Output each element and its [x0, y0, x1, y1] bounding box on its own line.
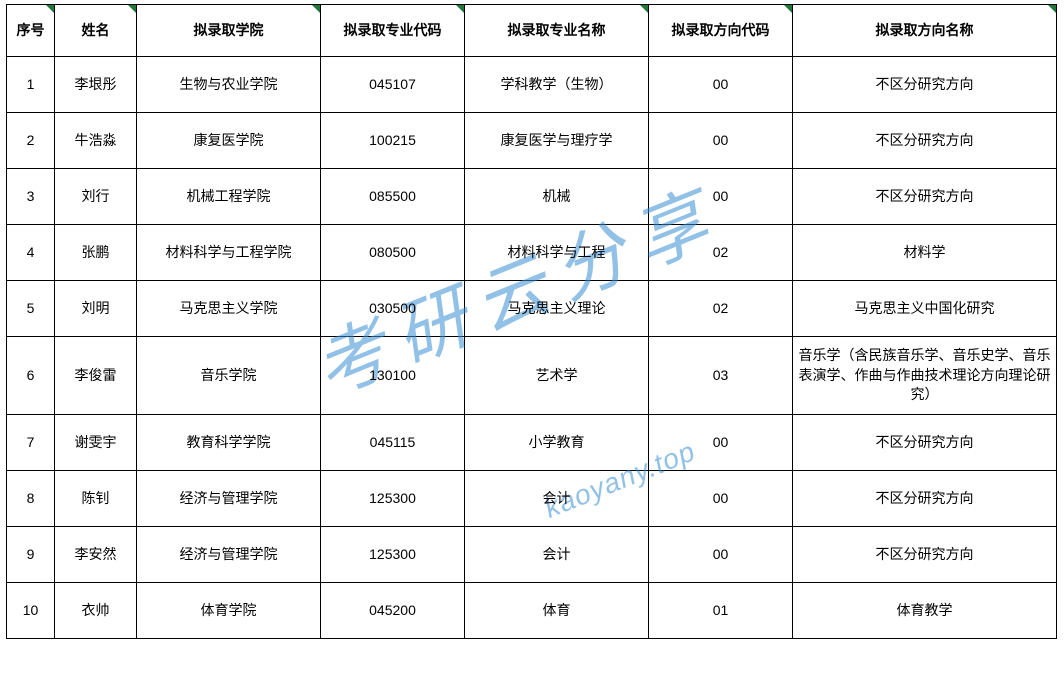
cell-mjn: 艺术学: [465, 337, 649, 415]
cell-dirc: 00: [649, 527, 793, 583]
table-row: 10衣帅体育学院045200体育01体育教学: [7, 583, 1057, 639]
cell-dirc: 00: [649, 169, 793, 225]
cell-dirn: 马克思主义中国化研究: [793, 281, 1057, 337]
cell-dirn: 体育教学: [793, 583, 1057, 639]
cell-seq: 6: [7, 337, 55, 415]
cell-dirc: 02: [649, 281, 793, 337]
table-row: 1李垠彤生物与农业学院045107学科教学（生物）00不区分研究方向: [7, 57, 1057, 113]
cell-dirc: 00: [649, 415, 793, 471]
cell-dirn: 不区分研究方向: [793, 527, 1057, 583]
cell-dirc: 00: [649, 57, 793, 113]
cell-mjn: 机械: [465, 169, 649, 225]
cell-seq: 2: [7, 113, 55, 169]
cell-coll: 音乐学院: [137, 337, 321, 415]
cell-name: 衣帅: [55, 583, 137, 639]
table-row: 9李安然经济与管理学院125300会计00不区分研究方向: [7, 527, 1057, 583]
cell-name: 刘明: [55, 281, 137, 337]
cell-seq: 10: [7, 583, 55, 639]
cell-coll: 经济与管理学院: [137, 527, 321, 583]
cell-mjn: 学科教学（生物）: [465, 57, 649, 113]
cell-coll: 教育科学学院: [137, 415, 321, 471]
cell-mjc: 030500: [321, 281, 465, 337]
cell-coll: 康复医学院: [137, 113, 321, 169]
cell-mjn: 小学教育: [465, 415, 649, 471]
cell-dirn: 材料学: [793, 225, 1057, 281]
cell-dirc: 00: [649, 471, 793, 527]
cell-dirn: 不区分研究方向: [793, 169, 1057, 225]
table-row: 7谢雯宇教育科学学院045115小学教育00不区分研究方向: [7, 415, 1057, 471]
cell-coll: 机械工程学院: [137, 169, 321, 225]
cell-coll: 马克思主义学院: [137, 281, 321, 337]
cell-name: 陈钊: [55, 471, 137, 527]
cell-mjc: 130100: [321, 337, 465, 415]
cell-dirc: 01: [649, 583, 793, 639]
cell-mjn: 会计: [465, 527, 649, 583]
cell-seq: 5: [7, 281, 55, 337]
cell-mjc: 045107: [321, 57, 465, 113]
col-header-dirn: 拟录取方向名称: [793, 5, 1057, 57]
cell-dirc: 00: [649, 113, 793, 169]
cell-coll: 体育学院: [137, 583, 321, 639]
cell-name: 李安然: [55, 527, 137, 583]
cell-mjn: 康复医学与理疗学: [465, 113, 649, 169]
cell-seq: 1: [7, 57, 55, 113]
cell-name: 李俊雷: [55, 337, 137, 415]
cell-seq: 8: [7, 471, 55, 527]
cell-mjc: 125300: [321, 471, 465, 527]
cell-dirn: 不区分研究方向: [793, 113, 1057, 169]
cell-mjc: 080500: [321, 225, 465, 281]
cell-mjc: 045200: [321, 583, 465, 639]
col-header-seq: 序号: [7, 5, 55, 57]
table-row: 3刘行机械工程学院085500机械00不区分研究方向: [7, 169, 1057, 225]
table-row: 6李俊雷音乐学院130100艺术学03音乐学（含民族音乐学、音乐史学、音乐表演学…: [7, 337, 1057, 415]
cell-mjc: 100215: [321, 113, 465, 169]
cell-mjn: 体育: [465, 583, 649, 639]
cell-seq: 9: [7, 527, 55, 583]
cell-dirn: 不区分研究方向: [793, 415, 1057, 471]
cell-coll: 生物与农业学院: [137, 57, 321, 113]
cell-mjc: 085500: [321, 169, 465, 225]
cell-dirn: 音乐学（含民族音乐学、音乐史学、音乐表演学、作曲与作曲技术理论方向理论研究）: [793, 337, 1057, 415]
cell-name: 刘行: [55, 169, 137, 225]
cell-dirn: 不区分研究方向: [793, 471, 1057, 527]
table-row: 2牛浩淼康复医学院100215康复医学与理疗学00不区分研究方向: [7, 113, 1057, 169]
cell-dirc: 03: [649, 337, 793, 415]
cell-coll: 材料科学与工程学院: [137, 225, 321, 281]
table-row: 8陈钊经济与管理学院125300会计00不区分研究方向: [7, 471, 1057, 527]
cell-seq: 7: [7, 415, 55, 471]
cell-mjc: 045115: [321, 415, 465, 471]
table-row: 5刘明马克思主义学院030500马克思主义理论02马克思主义中国化研究: [7, 281, 1057, 337]
col-header-name: 姓名: [55, 5, 137, 57]
table-body: 1李垠彤生物与农业学院045107学科教学（生物）00不区分研究方向2牛浩淼康复…: [7, 57, 1057, 639]
cell-dirn: 不区分研究方向: [793, 57, 1057, 113]
cell-seq: 4: [7, 225, 55, 281]
cell-dirc: 02: [649, 225, 793, 281]
col-header-mjn: 拟录取专业名称: [465, 5, 649, 57]
cell-name: 李垠彤: [55, 57, 137, 113]
table-row: 4张鹏材料科学与工程学院080500材料科学与工程02材料学: [7, 225, 1057, 281]
col-header-coll: 拟录取学院: [137, 5, 321, 57]
cell-mjc: 125300: [321, 527, 465, 583]
cell-name: 谢雯宇: [55, 415, 137, 471]
cell-mjn: 会计: [465, 471, 649, 527]
cell-coll: 经济与管理学院: [137, 471, 321, 527]
cell-mjn: 材料科学与工程: [465, 225, 649, 281]
cell-mjn: 马克思主义理论: [465, 281, 649, 337]
col-header-dirc: 拟录取方向代码: [649, 5, 793, 57]
table-header-row: 序号 姓名 拟录取学院 拟录取专业代码 拟录取专业名称 拟录取方向代码 拟录取方…: [7, 5, 1057, 57]
col-header-mjc: 拟录取专业代码: [321, 5, 465, 57]
cell-name: 张鹏: [55, 225, 137, 281]
cell-seq: 3: [7, 169, 55, 225]
admissions-table: 序号 姓名 拟录取学院 拟录取专业代码 拟录取专业名称 拟录取方向代码 拟录取方…: [6, 4, 1057, 639]
cell-name: 牛浩淼: [55, 113, 137, 169]
